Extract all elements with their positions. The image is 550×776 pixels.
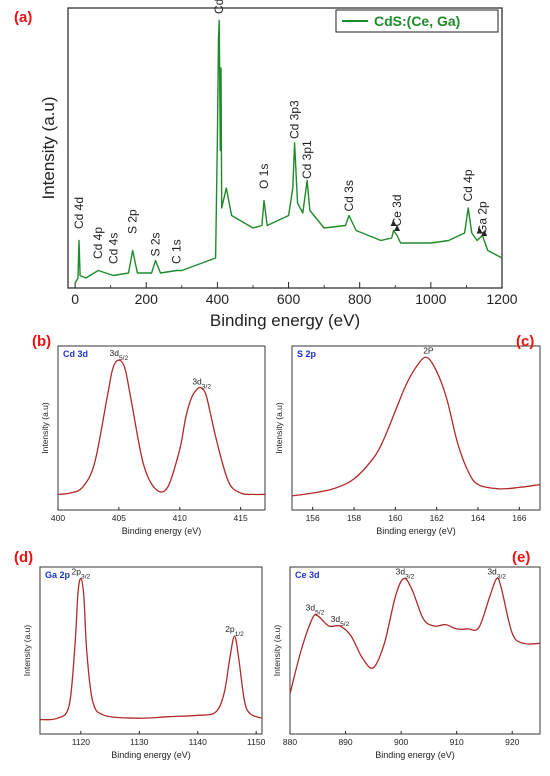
peak-label: Cd 4s [107, 233, 121, 264]
x-tick-label: 600 [277, 291, 301, 307]
panel-tag: (a) [14, 9, 32, 26]
series-line-c [291, 356, 541, 497]
peak-label: Cd 4d [72, 197, 86, 229]
series-line-e [289, 577, 541, 694]
x-axis-label: Binding energy (eV) [122, 526, 202, 536]
x-tick-label: 160 [388, 513, 402, 523]
legend-label: CdS:(Ce, Ga) [374, 13, 460, 29]
x-tick-label: 1200 [486, 291, 517, 307]
x-axis-label: Binding energy (eV) [111, 750, 191, 760]
plot-frame [67, 7, 503, 289]
peak-label: Cd 3p1 [300, 140, 314, 179]
y-axis-label: Intensity (a.u) [272, 625, 282, 677]
arrow-up-icon [394, 225, 401, 231]
panel-tag: (d) [14, 549, 33, 566]
peak-label: Cd 3p3 [288, 100, 302, 139]
x-axis-label: Binding energy (eV) [210, 311, 360, 330]
inset-title: S 2p [297, 349, 317, 359]
peak-label: Ce 3d [390, 194, 404, 226]
plot-frame [289, 566, 541, 735]
x-tick-label: 166 [512, 513, 526, 523]
panel-tag: (e) [512, 549, 530, 566]
panel-e: 880 890 900 910 920 Binding energy (eV) Intens… [272, 549, 541, 760]
plot-frame [291, 345, 541, 511]
peak-label: 3d3/2 [192, 376, 211, 390]
peak-label: 3d3/2 [487, 567, 506, 581]
peak-label: 2p1/2 [225, 624, 244, 638]
peak-label: Cd 3d [212, 0, 226, 14]
y-axis-label: Intensity (a.u) [39, 97, 58, 200]
peak-label: S 2s [149, 232, 163, 256]
peak-label: 3d3/2 [396, 567, 415, 581]
arrow-up-icon [476, 227, 483, 234]
inset-title: Ce 3d [295, 570, 320, 580]
series-line-d [39, 577, 263, 721]
x-tick-label: 920 [505, 737, 519, 747]
peak-label: C 1s [170, 239, 184, 264]
peak-label: Cd 3s [342, 180, 356, 211]
series-line-b [57, 359, 266, 496]
arrow-up-icon [390, 220, 397, 226]
arrow-up-icon [481, 230, 488, 236]
x-tick-label: 156 [306, 513, 320, 523]
y-axis-label: Intensity (a.u) [274, 402, 284, 454]
peak-label: Ga 2p [475, 201, 489, 234]
y-axis-label: Intensity (a.u) [22, 625, 32, 677]
panel-a: 0 200 400 600 800 1000 1200 Binding energy (eV)… [14, 0, 518, 330]
legend-box [335, 9, 499, 33]
x-axis-label: Binding energy (eV) [376, 526, 456, 536]
x-tick-label: 880 [283, 737, 297, 747]
inset-title: Cd 3d [63, 349, 88, 359]
peak-label: 3d5/2 [110, 348, 129, 362]
peak-label: 2P [423, 345, 434, 355]
peak-label: O 1s [257, 164, 271, 189]
x-tick-label: 1120 [72, 737, 91, 747]
peak-label: S 2p [126, 209, 140, 234]
x-tick-label: 405 [112, 513, 126, 523]
x-tick-label: 400 [51, 513, 65, 523]
x-tick-label: 200 [135, 291, 159, 307]
panel-b: 400 405 410 415 Binding energy (eV) Intensity… [32, 333, 266, 536]
x-tick-label: 1000 [415, 291, 446, 307]
plot-frame [39, 566, 263, 735]
x-tick-label: 890 [338, 737, 352, 747]
panel-d: 1120 1130 1140 1150 Binding energy (eV) Inten… [14, 549, 266, 760]
series-line-a [74, 19, 503, 284]
x-tick-label: 158 [347, 513, 361, 523]
x-tick-label: 0 [71, 291, 79, 307]
x-tick-label: 1140 [189, 737, 208, 747]
x-tick-label: 1130 [130, 737, 149, 747]
x-tick-label: 800 [348, 291, 372, 307]
x-tick-label: 910 [450, 737, 464, 747]
peak-label: 3d5/2 [331, 614, 350, 628]
panel-tag: (c) [516, 333, 534, 350]
x-tick-label: 900 [394, 737, 408, 747]
x-tick-label: 400 [206, 291, 230, 307]
y-axis-label: Intensity (a.u) [40, 402, 50, 454]
x-axis-label: Binding energy (eV) [375, 750, 455, 760]
x-tick-label: 410 [173, 513, 187, 523]
inset-title: Ga 2p [45, 570, 71, 580]
peak-label: Cd 4p [91, 227, 105, 259]
panel-tag: (b) [32, 333, 51, 350]
peak-label: 2p3/2 [72, 567, 91, 581]
peak-label: Cd 4p [461, 169, 475, 201]
peak-label: 3d5/2 [306, 603, 325, 617]
x-tick-label: 415 [234, 513, 248, 523]
x-tick-label: 164 [471, 513, 485, 523]
x-tick-label: 162 [430, 513, 444, 523]
x-tick-label: 1150 [247, 737, 266, 747]
panel-c: 156 158 160 162 164 166 Binding energy (eV) Int… [274, 333, 541, 536]
plot-frame [57, 345, 266, 511]
